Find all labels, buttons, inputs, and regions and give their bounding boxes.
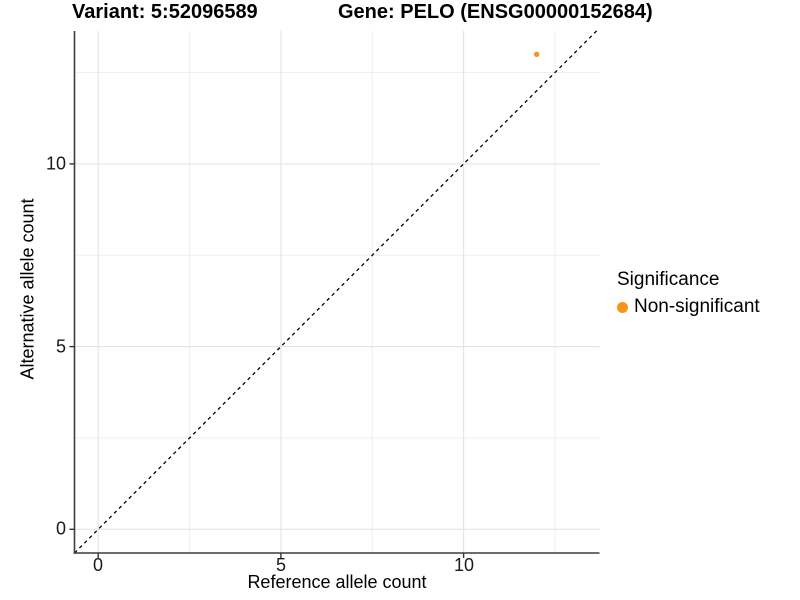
gene-title: Gene: PELO (ENSG00000152684) <box>338 1 653 23</box>
identity-line <box>73 30 598 554</box>
legend-item-non-significant: Non-significant <box>617 296 760 318</box>
x-axis-title: Reference allele count <box>247 572 427 592</box>
x-tick-label-10: 10 <box>453 555 475 575</box>
y-tick-label-5: 5 <box>55 336 66 357</box>
x-tick-label-0: 0 <box>92 555 104 575</box>
legend-point-icon <box>617 301 628 313</box>
y-tick-label-0: 0 <box>55 518 66 539</box>
y-tick-label-10: 10 <box>45 153 66 174</box>
legend-item-label: Non-significant <box>634 296 760 317</box>
legend-title: Significance <box>617 269 720 290</box>
x-tick-label-5: 5 <box>275 555 287 575</box>
legend: Significance Non-significant <box>617 269 760 318</box>
y-axis-title: Alternative allele count <box>17 198 38 380</box>
variant-title: Variant: 5:52096589 <box>72 1 258 23</box>
data-point <box>533 51 540 57</box>
